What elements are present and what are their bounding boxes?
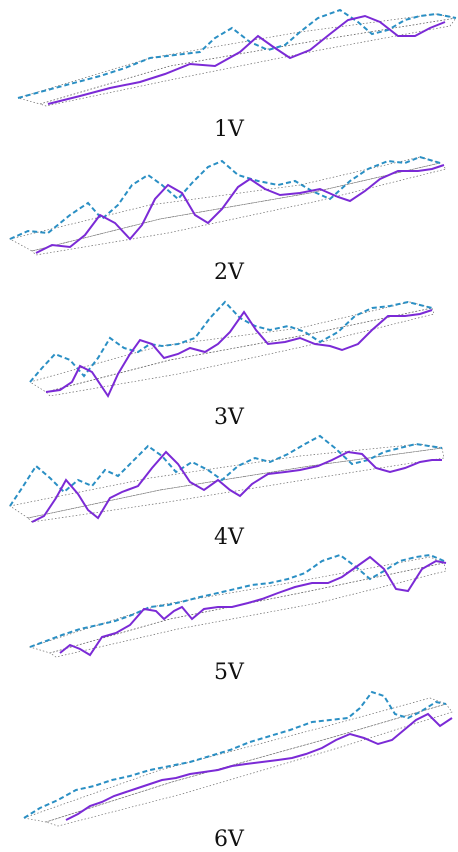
ribbon-dashed-outline bbox=[16, 13, 457, 105]
ribbon-solid-outline bbox=[31, 162, 447, 256]
panel-1v: 1V bbox=[0, 0, 458, 142]
panel-6v-plot bbox=[22, 690, 453, 827]
panel-2v: 2V bbox=[0, 143, 458, 285]
panel-5v-plot bbox=[28, 553, 447, 658]
panel-3v: 3V bbox=[0, 288, 458, 430]
ribbon-dashed-outline bbox=[22, 697, 448, 823]
panel-1v-plot bbox=[16, 8, 457, 107]
ribbon-dashed-outline bbox=[29, 301, 433, 393]
solid-wave bbox=[31, 450, 442, 523]
panel-2v-plot bbox=[9, 155, 447, 256]
solid-wave bbox=[47, 14, 446, 105]
ribbon-dashed-outline bbox=[9, 443, 443, 519]
solid-wave bbox=[65, 712, 453, 821]
ribbon-dashed-outline bbox=[28, 556, 446, 654]
panel-6v-label: 6V bbox=[214, 827, 244, 852]
solid-wave bbox=[45, 309, 433, 399]
dashed-wave bbox=[23, 690, 447, 819]
panel-3v-label: 3V bbox=[214, 405, 244, 430]
ribbon-solid-outline bbox=[27, 447, 445, 523]
solid-wave bbox=[35, 164, 445, 254]
ribbon-solid-outline bbox=[44, 703, 453, 827]
panel-4v-label: 4V bbox=[214, 525, 244, 550]
ribbon-dashed-outline bbox=[9, 156, 442, 252]
panel-4v: 4V bbox=[0, 432, 458, 572]
panel-4v-plot bbox=[9, 434, 445, 523]
ribbon-solid-outline bbox=[49, 562, 447, 658]
solid-wave bbox=[59, 555, 447, 657]
dashed-wave bbox=[17, 8, 457, 99]
panel-5v: 5V bbox=[0, 553, 458, 693]
dashed-wave bbox=[9, 155, 441, 240]
dashed-wave bbox=[29, 300, 433, 383]
panel-3v-plot bbox=[29, 300, 435, 399]
dashed-wave bbox=[9, 434, 443, 507]
panel-6v: 6V bbox=[0, 690, 458, 852]
panel-2v-label: 2V bbox=[214, 260, 244, 285]
panel-1v-label: 1V bbox=[214, 117, 244, 142]
ribbon-solid-outline bbox=[45, 307, 435, 397]
panel-5v-label: 5V bbox=[214, 660, 244, 685]
dashed-wave bbox=[29, 553, 445, 648]
ribbon-solid-outline bbox=[38, 17, 457, 107]
